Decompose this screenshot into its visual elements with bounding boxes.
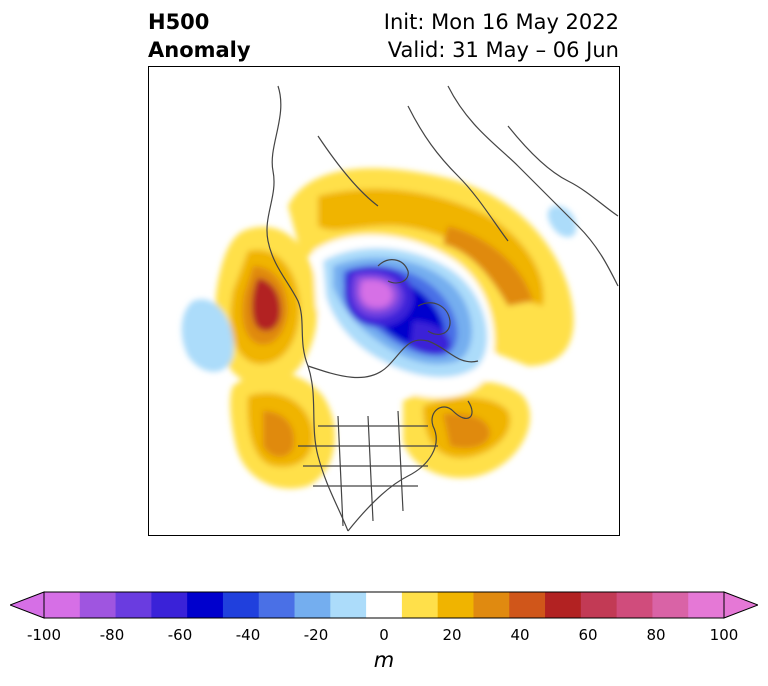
init-date: Init: Mon 16 May 2022 [383, 10, 619, 34]
colorbar-swatch [44, 592, 81, 618]
colorbar-swatch [366, 592, 403, 618]
title-variable: H500 [148, 10, 210, 34]
colorbar-extend-low [8, 591, 45, 619]
colorbar-unit: m [373, 648, 395, 672]
colorbar-swatch [545, 592, 582, 618]
colorbar-tick-label: 0 [379, 626, 389, 644]
colorbar-tick-label: -100 [26, 626, 62, 644]
colorbar-swatch [187, 592, 224, 618]
colorbar-border [43, 591, 725, 619]
colorbar [8, 590, 760, 620]
colorbar-tick-label: -60 [167, 626, 193, 644]
colorbar-tick-label: 20 [442, 626, 462, 644]
colorbar-tick-label: -20 [303, 626, 329, 644]
colorbar-swatch [509, 592, 546, 618]
colorbar-swatch [294, 592, 331, 618]
colorbar-swatch [688, 592, 725, 618]
title-kind: Anomaly [148, 38, 251, 62]
colorbar-swatch [437, 592, 474, 618]
colorbar-swatch [330, 592, 367, 618]
colorbar-swatch [652, 592, 689, 618]
anomaly-map [148, 66, 620, 536]
colorbar-swatch [151, 592, 188, 618]
colorbar-swatch [616, 592, 653, 618]
colorbar-tick-label: 100 [709, 626, 739, 644]
polar-vortex-low [344, 266, 414, 327]
colorbar-swatch [115, 592, 152, 618]
siberia-trough [547, 205, 577, 238]
map-dates: Init: Mon 16 May 2022 Valid: 31 May – 06… [384, 8, 619, 64]
map-canvas [148, 66, 620, 536]
map-title: H500 Anomaly [148, 8, 251, 64]
colorbar-swatch [222, 592, 260, 618]
north-pacific-ridge [215, 226, 319, 386]
colorbar-swatch [580, 592, 618, 618]
colorbar-tick-label: -80 [99, 626, 125, 644]
colorbar-swatch [258, 592, 296, 618]
coastlines [266, 85, 619, 532]
colorbar-swatch [473, 592, 510, 618]
central-pacific-trough [181, 299, 234, 372]
colorbar-tick-label: 80 [646, 626, 666, 644]
colorbar-extend-high [723, 591, 760, 619]
colorbar-tick-label: -40 [235, 626, 261, 644]
east-canada-ridge [403, 381, 531, 478]
colorbar-graphic [8, 591, 760, 619]
colorbar-swatch [401, 592, 439, 618]
colorbar-swatch [79, 592, 117, 618]
colorbar-tick-label: 40 [510, 626, 530, 644]
valid-date: Valid: 31 May – 06 Jun [387, 38, 619, 62]
southwest-us-ridge [230, 372, 335, 489]
colorbar-ticks: -100 -80 -60 -40 -20 0 20 40 60 80 100 [0, 626, 768, 646]
eurasia-ridge [288, 168, 574, 366]
colorbar-tick-label: 60 [578, 626, 598, 644]
